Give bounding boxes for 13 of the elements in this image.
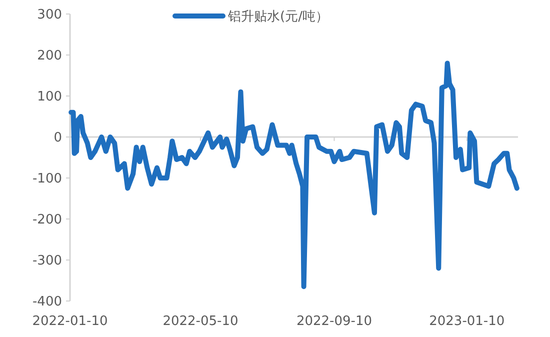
x-tick-label: 2022-01-10 [32, 314, 108, 329]
y-tick-label: 200 [37, 48, 62, 64]
y-tick-label: -100 [32, 172, 62, 187]
y-tick-label: 100 [37, 90, 62, 105]
y-tick-label: -200 [32, 212, 62, 228]
x-tick-label: 2022-05-10 [162, 314, 238, 329]
y-tick-label: 0 [54, 130, 62, 146]
legend-label: 铝升贴水(元/吨） [227, 10, 328, 25]
y-tick-label: 300 [37, 8, 62, 23]
y-tick-label: -300 [32, 254, 62, 269]
x-tick-label: 2022-09-10 [296, 314, 372, 329]
y-tick-label: -400 [32, 294, 62, 310]
x-tick-label: 2023-01-10 [429, 314, 505, 329]
